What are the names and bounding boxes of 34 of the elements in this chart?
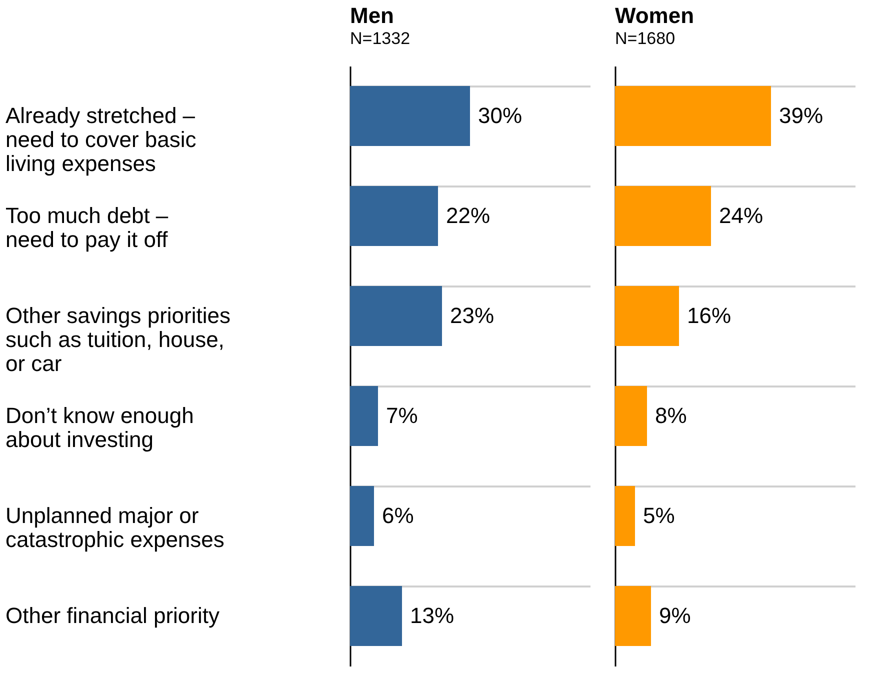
y-tick-label: Unplanned major or catastrophic expenses [6,503,224,552]
data-label: 23% [450,303,494,328]
chart-subtitle: N=1680 [615,29,676,48]
bar [615,386,647,446]
data-label: 13% [410,603,454,628]
bar [350,286,442,346]
data-label: 30% [478,103,522,128]
data-label: 5% [643,503,675,528]
bar [350,586,402,646]
data-label: 6% [382,503,414,528]
data-label: 22% [446,203,490,228]
data-label: 16% [687,303,732,328]
bar [350,486,374,546]
data-label: 7% [386,403,418,428]
chart-title: Men [350,3,394,28]
y-tick-label: Other savings priorities such as tuition, house, or car [6,303,230,376]
chart-title: Women [615,3,694,28]
bar [615,286,679,346]
y-tick-label: Too much debt – need to pay it off [6,203,169,252]
y-tick-label: Already stretched – need to cover basic living expenses [6,103,196,176]
data-label: 39% [779,103,824,128]
y-tick-label: Other financial priority [6,603,220,628]
bar [350,186,438,246]
y-tick-label: Don’t know enough about investing [6,403,194,452]
data-label: 9% [659,603,691,628]
bar [615,486,635,546]
chart-subtitle: N=1332 [350,29,410,48]
data-label: 24% [719,203,764,228]
bar [350,86,470,146]
data-label: 8% [655,403,687,428]
bar [615,86,771,146]
bar [615,586,651,646]
bar [350,386,378,446]
bar [615,186,711,246]
